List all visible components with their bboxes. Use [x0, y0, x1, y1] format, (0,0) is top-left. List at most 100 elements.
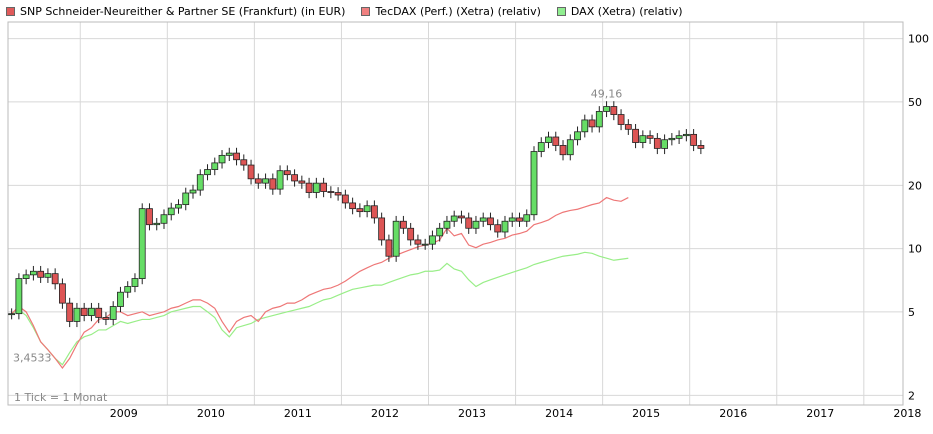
- candle-body: [327, 191, 335, 193]
- candle-body: [421, 243, 429, 246]
- candle-body: [436, 227, 444, 237]
- candle-body: [8, 313, 16, 316]
- candle-body: [247, 164, 255, 180]
- x-tick-label-2012: 2012: [371, 407, 399, 420]
- chart-legend: SNP Schneider-Neureither & Partner SE (F…: [6, 3, 699, 19]
- legend-swatch-dax: [556, 6, 566, 16]
- candle-body: [356, 208, 364, 213]
- candle-body: [363, 205, 371, 213]
- candle-body: [95, 307, 103, 318]
- legend-label-snp: SNP Schneider-Neureither & Partner SE (F…: [20, 4, 346, 18]
- candle-body: [697, 145, 705, 149]
- candle-body: [349, 202, 357, 210]
- candle-body: [211, 162, 219, 170]
- low-value-label: 3,4533: [13, 352, 52, 365]
- candle-body: [523, 214, 531, 222]
- candle-body: [617, 114, 625, 125]
- candle-body: [639, 135, 647, 143]
- candle-body: [624, 124, 632, 130]
- candle-body: [458, 215, 465, 219]
- candle-body: [537, 142, 545, 152]
- candle-body: [298, 180, 306, 184]
- candle-body: [240, 159, 248, 166]
- x-tick-label-2009: 2009: [110, 407, 138, 420]
- candle-body: [305, 182, 313, 193]
- candle-body: [262, 178, 269, 184]
- candle-body: [175, 204, 182, 209]
- candle-body: [254, 178, 262, 184]
- candle-body: [44, 273, 52, 278]
- candle-body: [291, 174, 298, 182]
- grid: [8, 22, 903, 405]
- candle-body: [225, 152, 233, 156]
- legend-swatch-snp: [6, 6, 15, 16]
- candle-body: [646, 135, 654, 139]
- candle-body: [653, 137, 661, 149]
- plot-frame: [7, 21, 904, 406]
- candle-body: [632, 128, 639, 143]
- x-tick-label-2017: 2017: [806, 407, 834, 420]
- y-axis: 2 5 10 20 50 100: [908, 33, 929, 403]
- candle-body: [102, 317, 110, 320]
- candle-body: [66, 302, 74, 322]
- candle-body: [450, 215, 458, 222]
- candle-body: [182, 192, 190, 206]
- annotations: 49,16 3,4533 1 Tick = 1 Monat: [13, 87, 622, 404]
- candle-body: [88, 307, 95, 316]
- candle-body: [516, 217, 523, 222]
- candle-body: [117, 291, 124, 307]
- y-tick-label-10: 10: [908, 243, 922, 256]
- comparison-lines: [11, 196, 629, 370]
- x-tick-label-2014: 2014: [545, 407, 573, 420]
- candle-body: [588, 119, 596, 128]
- candle-body: [508, 217, 516, 222]
- candle-body: [487, 217, 494, 226]
- candle-body: [472, 220, 480, 229]
- legend-swatch-tecdax: [361, 6, 371, 16]
- candle-body: [414, 239, 422, 245]
- x-tick-label-2018: 2018: [893, 407, 921, 420]
- candle-body: [610, 106, 618, 115]
- candle-body: [545, 136, 552, 143]
- candle-body: [51, 273, 59, 285]
- x-tick-label-2011: 2011: [284, 407, 312, 420]
- candle-body: [392, 220, 400, 257]
- x-tick-label-2015: 2015: [632, 407, 660, 420]
- candle-body: [530, 151, 538, 216]
- candle-body: [138, 208, 146, 279]
- candle-body: [370, 205, 378, 219]
- candle-body: [690, 133, 698, 146]
- candle-body: [552, 136, 560, 146]
- x-tick-label-2013: 2013: [458, 407, 486, 420]
- candle-body: [682, 133, 690, 137]
- candle-body: [233, 152, 240, 161]
- candle-body: [189, 189, 197, 194]
- tick-note-label: 1 Tick = 1 Monat: [14, 391, 108, 404]
- candle-body: [675, 135, 683, 139]
- candle-body: [73, 307, 81, 322]
- candle-body: [146, 208, 153, 226]
- tecdax-relative-line: [11, 196, 629, 370]
- candle-body: [59, 283, 66, 304]
- candle-body: [378, 217, 386, 241]
- candle-body: [276, 170, 284, 190]
- candle-body: [559, 145, 567, 156]
- candle-body: [269, 178, 277, 190]
- legend-label-tecdax: TecDAX (Perf.) (Xetra) (relativ): [375, 4, 541, 18]
- y-tick-label-100: 100: [908, 33, 929, 46]
- candle-body: [465, 217, 473, 229]
- candle-body: [283, 170, 291, 176]
- x-axis: 2009 2010 2011 2012 2013 2014 2015 2016 2017 2018: [110, 407, 922, 420]
- candle-body: [196, 174, 204, 191]
- candle-body: [131, 278, 139, 287]
- legend-item-tecdax[interactable]: TecDAX (Perf.) (Xetra) (relativ): [361, 4, 541, 18]
- y-tick-label-5: 5: [908, 306, 915, 319]
- legend-item-dax[interactable]: DAX (Xetra) (relativ): [556, 5, 683, 18]
- legend-item-snp[interactable]: SNP Schneider-Neureither & Partner SE (F…: [6, 5, 345, 18]
- candle-body: [479, 217, 487, 222]
- candle-body: [218, 154, 226, 164]
- candle-body: [320, 182, 328, 192]
- candle-body: [501, 220, 509, 233]
- candle-body: [385, 239, 393, 257]
